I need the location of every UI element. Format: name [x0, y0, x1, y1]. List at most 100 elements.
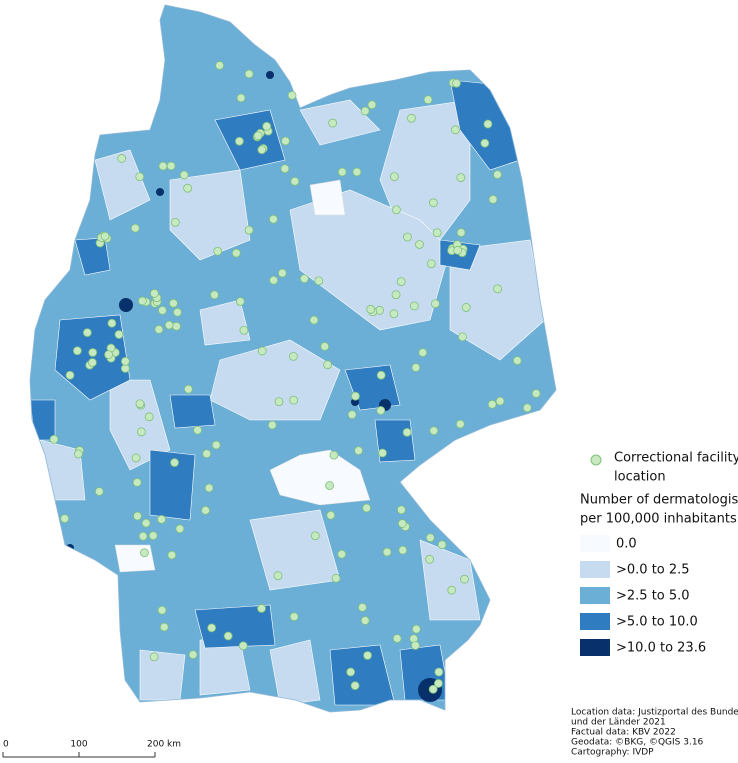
facility-point [398, 545, 408, 555]
facility-point [389, 309, 399, 319]
facility-point [144, 412, 154, 422]
legend-class-label: >0.0 to 2.5 [616, 563, 690, 578]
facility-point [60, 514, 70, 524]
facility-point [104, 350, 114, 360]
facility-point [382, 547, 392, 557]
facility-point [451, 125, 460, 135]
facility-point [169, 298, 178, 308]
facility-point [352, 167, 362, 177]
facility-point [188, 650, 198, 660]
facility-point [358, 603, 367, 612]
facility-point [287, 90, 297, 100]
facility-point [452, 78, 461, 88]
facility-point [493, 284, 502, 294]
facility-point [201, 505, 210, 515]
facility-point [193, 425, 203, 435]
facility-point [396, 277, 406, 287]
facility-point [423, 95, 433, 105]
facility-point [411, 363, 421, 372]
facility-point [402, 427, 412, 437]
facility-point [273, 571, 283, 581]
legend: Correctional facility location Number of… [580, 451, 738, 656]
scale-label: 100 [70, 740, 87, 750]
facility-point [158, 305, 167, 315]
facility-point [244, 225, 254, 235]
facility-point [425, 554, 434, 564]
facility-point [522, 403, 532, 413]
facility-point [138, 531, 148, 541]
legend-facility-label: location [614, 470, 666, 485]
facility-point [137, 296, 147, 306]
facility-point [202, 449, 212, 459]
facility-point [337, 167, 347, 177]
facility-point [437, 540, 447, 550]
facility-point [88, 358, 97, 367]
scale-label: 0 [3, 740, 9, 750]
facility-point [231, 248, 241, 258]
facility-point [488, 195, 498, 204]
facility-point [135, 172, 145, 182]
facility-point [397, 519, 407, 528]
facility-point [114, 330, 124, 339]
facility-point [130, 223, 140, 233]
facility-point [418, 348, 428, 357]
facility-point [314, 276, 324, 286]
facility-point [456, 173, 466, 183]
facility-point [495, 396, 505, 406]
facility-point [133, 511, 142, 521]
facility-point [277, 268, 287, 278]
facility-point [326, 510, 336, 520]
scale-bar: 0 100 200 km [2, 740, 181, 758]
facility-point [257, 145, 267, 155]
facility-point [173, 307, 182, 317]
facility-point [346, 667, 356, 677]
facility-point [172, 321, 181, 331]
facility-point [267, 420, 277, 430]
facility-point [253, 131, 263, 141]
facility-point [154, 325, 164, 334]
legend-class-label: >10.0 to 23.6 [616, 641, 706, 656]
facility-point [213, 246, 223, 256]
facility-point [411, 624, 421, 634]
facility-point [135, 399, 145, 409]
facility-point [325, 481, 334, 490]
facility-point [159, 622, 169, 632]
facility-point [329, 450, 339, 460]
facility-point [362, 503, 372, 513]
facility-point [363, 651, 372, 660]
legend-class-label: >2.5 to 5.0 [616, 589, 690, 604]
facility-point [428, 684, 438, 694]
facility-point [487, 399, 497, 409]
facility-point [458, 332, 467, 342]
facility-point [183, 384, 193, 394]
facility-point [175, 524, 185, 534]
facility-point [210, 290, 219, 300]
facility-symbol [590, 454, 602, 466]
facility-point [74, 449, 83, 459]
facility-point [262, 121, 272, 131]
facility-point [391, 290, 401, 300]
facility-point [483, 119, 493, 129]
facility-point [170, 458, 179, 467]
facility-point [320, 342, 330, 351]
facility-point [480, 138, 490, 148]
facility-point [289, 395, 299, 405]
facility-point [425, 533, 435, 543]
credit-line: Cartography: IVDP [571, 748, 654, 758]
facility-point [65, 370, 75, 380]
facility-point [409, 301, 419, 311]
facility-point [434, 667, 444, 677]
facility-point [268, 214, 278, 224]
facility-point [323, 360, 333, 370]
legend-title: per 100,000 inhabitants [580, 512, 737, 527]
facility-point [432, 228, 442, 238]
facility-point [82, 328, 92, 338]
facility-point [288, 351, 298, 361]
facility-point [132, 478, 142, 487]
facility-point [331, 573, 341, 583]
facility-point [460, 574, 469, 584]
facility-point [149, 652, 159, 662]
facility-point [257, 346, 267, 356]
facility-point [426, 259, 436, 269]
facility-point [360, 106, 370, 116]
